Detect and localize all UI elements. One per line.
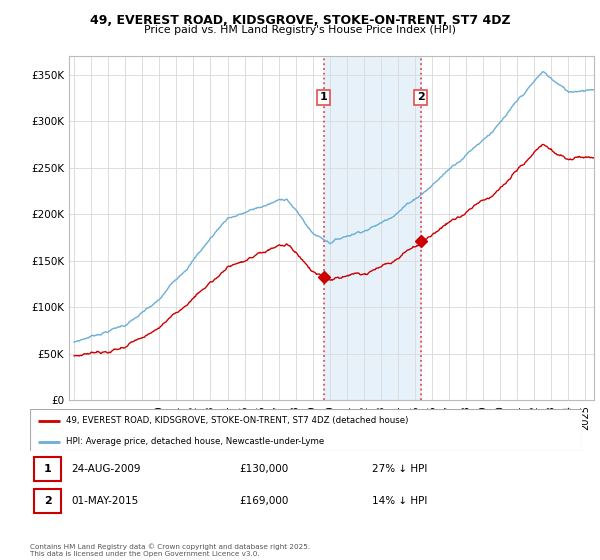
Text: 27% ↓ HPI: 27% ↓ HPI <box>372 464 428 474</box>
Text: HPI: Average price, detached house, Newcastle-under-Lyme: HPI: Average price, detached house, Newc… <box>66 437 324 446</box>
Text: 2: 2 <box>417 92 425 102</box>
Text: 1: 1 <box>320 92 328 102</box>
Text: Contains HM Land Registry data © Crown copyright and database right 2025.
This d: Contains HM Land Registry data © Crown c… <box>30 544 310 557</box>
Text: 01-MAY-2015: 01-MAY-2015 <box>71 496 139 506</box>
Text: 49, EVEREST ROAD, KIDSGROVE, STOKE-ON-TRENT, ST7 4DZ: 49, EVEREST ROAD, KIDSGROVE, STOKE-ON-TR… <box>89 14 511 27</box>
Text: 2: 2 <box>44 496 52 506</box>
Text: 24-AUG-2009: 24-AUG-2009 <box>71 464 141 474</box>
Text: 1: 1 <box>44 464 52 474</box>
Bar <box>34 457 61 481</box>
Bar <box>34 489 61 514</box>
Text: 14% ↓ HPI: 14% ↓ HPI <box>372 496 428 506</box>
Text: 49, EVEREST ROAD, KIDSGROVE, STOKE-ON-TRENT, ST7 4DZ (detached house): 49, EVEREST ROAD, KIDSGROVE, STOKE-ON-TR… <box>66 416 408 425</box>
Text: £130,000: £130,000 <box>240 464 289 474</box>
Text: £169,000: £169,000 <box>240 496 289 506</box>
Bar <box>324 56 421 400</box>
Text: Price paid vs. HM Land Registry's House Price Index (HPI): Price paid vs. HM Land Registry's House … <box>144 25 456 35</box>
